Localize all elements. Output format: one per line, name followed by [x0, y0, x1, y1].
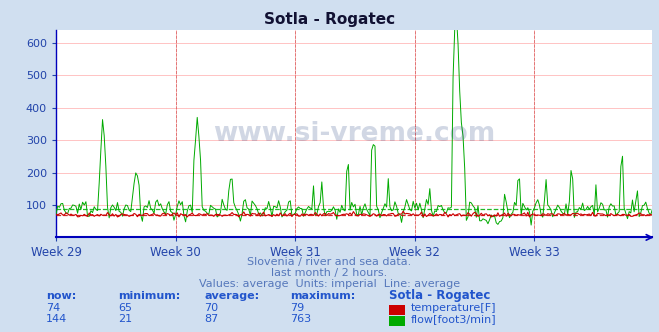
Text: 144: 144 — [46, 314, 67, 324]
Text: 87: 87 — [204, 314, 219, 324]
Text: minimum:: minimum: — [119, 291, 181, 301]
Text: average:: average: — [204, 291, 260, 301]
Text: flow[foot3/min]: flow[foot3/min] — [411, 314, 496, 324]
Text: Slovenia / river and sea data.: Slovenia / river and sea data. — [247, 257, 412, 267]
Text: 70: 70 — [204, 303, 218, 313]
Text: 65: 65 — [119, 303, 132, 313]
Text: 74: 74 — [46, 303, 61, 313]
Text: Values: average  Units: imperial  Line: average: Values: average Units: imperial Line: av… — [199, 279, 460, 289]
Text: 79: 79 — [290, 303, 304, 313]
Text: 21: 21 — [119, 314, 132, 324]
Text: www.si-vreme.com: www.si-vreme.com — [213, 121, 496, 147]
Text: now:: now: — [46, 291, 76, 301]
Text: temperature[F]: temperature[F] — [411, 303, 496, 313]
Text: Sotla - Rogatec: Sotla - Rogatec — [264, 12, 395, 27]
Text: Sotla - Rogatec: Sotla - Rogatec — [389, 290, 490, 302]
Text: 763: 763 — [290, 314, 311, 324]
Text: maximum:: maximum: — [290, 291, 355, 301]
Text: last month / 2 hours.: last month / 2 hours. — [272, 268, 387, 278]
